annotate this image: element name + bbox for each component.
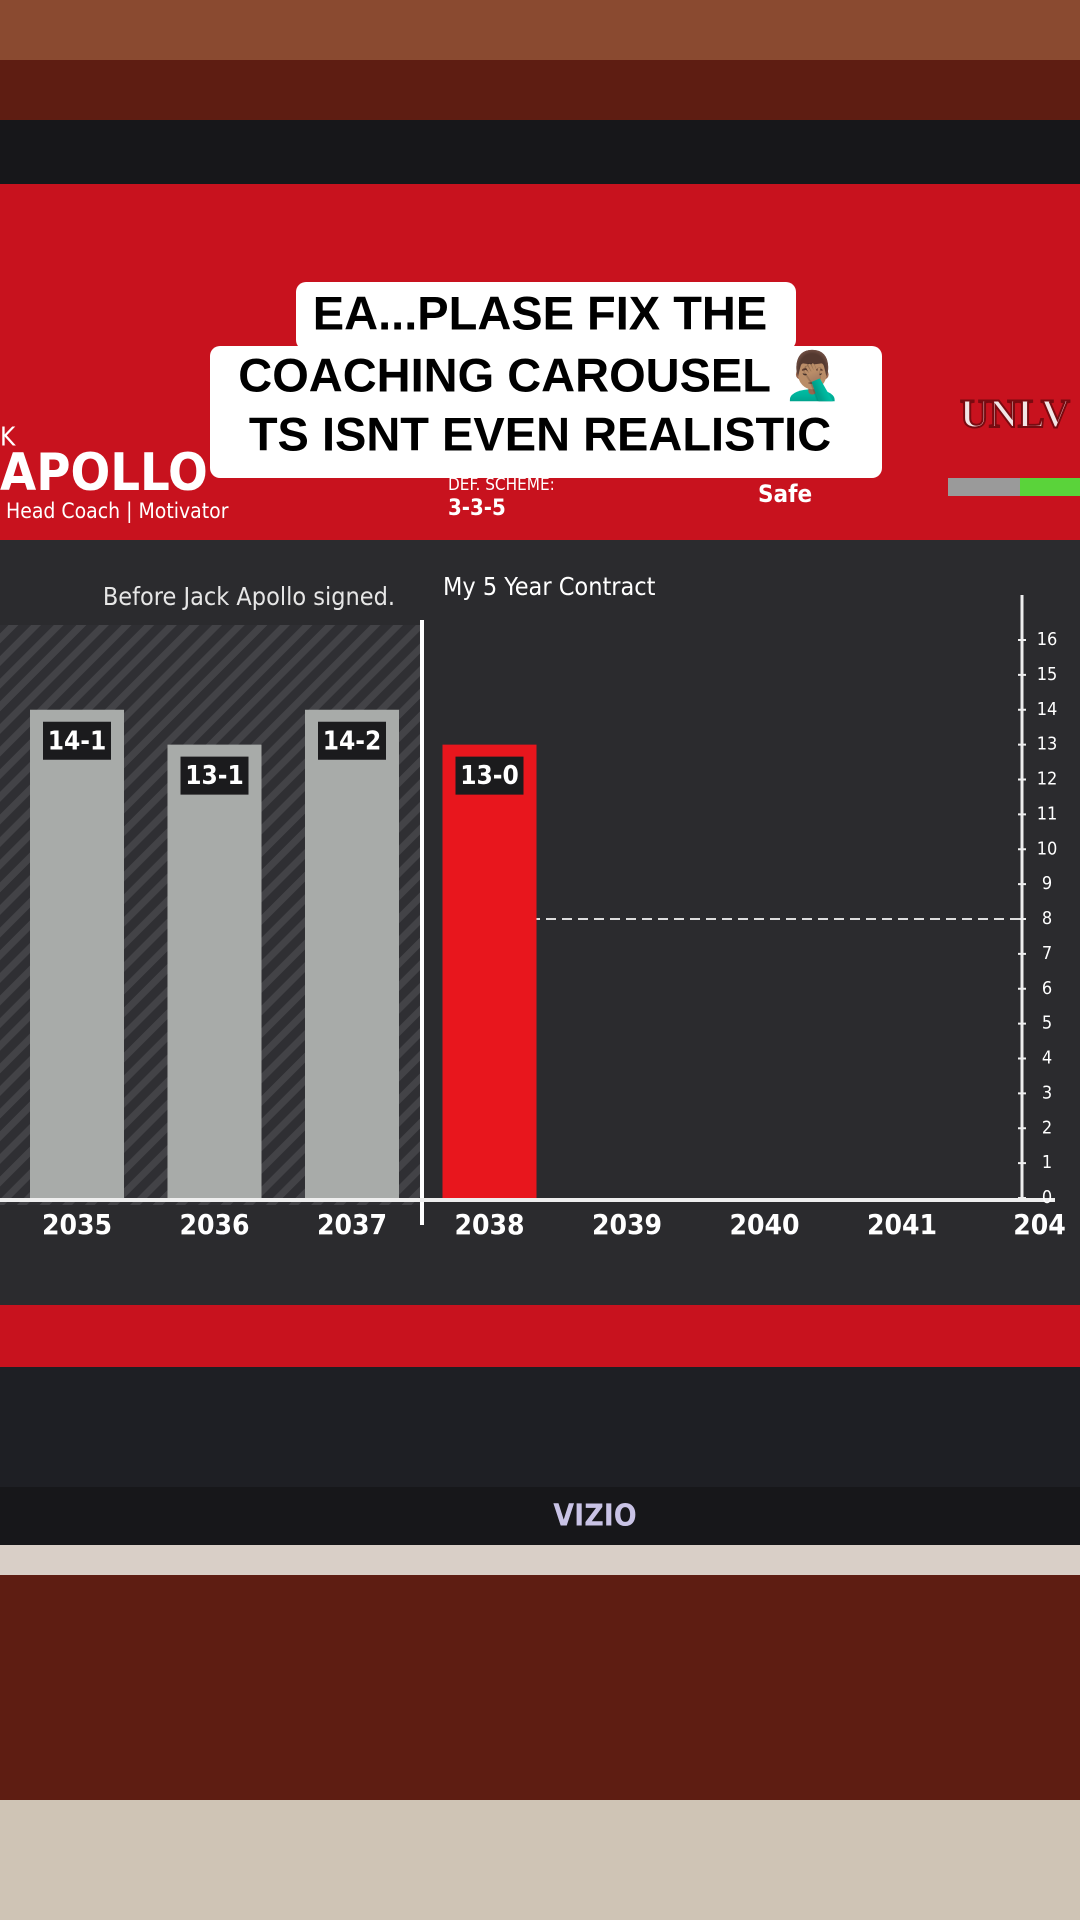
x-tick-label: 2038 — [454, 1208, 524, 1241]
y-tick-label: 12 — [1037, 769, 1058, 790]
y-tick-label: 6 — [1042, 978, 1052, 999]
tv-brand: VIZIO — [553, 1499, 636, 1534]
caption-line: EA...PLASE FIX THE — [313, 286, 767, 339]
frame-bottom — [0, 1800, 1080, 1920]
caption-line: TS ISNT EVEN REALISTIC — [249, 407, 831, 460]
y-tick-label: 14 — [1037, 699, 1058, 720]
caption-box — [210, 346, 882, 478]
scheme: 3-3-5 — [448, 496, 506, 521]
first-name: K — [0, 423, 16, 453]
value-label-box — [318, 721, 386, 760]
value-label: 13-0 — [460, 761, 519, 791]
bar — [30, 709, 124, 1198]
footer-band — [0, 1305, 1080, 1367]
value-label: 13-1 — [185, 761, 244, 791]
value-label-box — [180, 756, 249, 795]
y-tick-label: 5 — [1042, 1013, 1052, 1034]
y-tick-label: 2 — [1042, 1117, 1052, 1138]
bar — [305, 709, 399, 1198]
tv-lower-screen — [0, 1367, 1080, 1487]
status: Safe — [758, 480, 812, 508]
wall-top — [0, 0, 1080, 60]
series-heading: My 5 Year Contract — [443, 572, 656, 601]
y-tick-label: 1 — [1042, 1152, 1052, 1173]
coach-role: Head Coach | Motivator — [6, 499, 229, 524]
scheme-label: DEF. SCHEME: — [448, 475, 555, 495]
caption-box — [296, 282, 796, 350]
x-tick-label: 2035 — [42, 1208, 112, 1241]
value-label-box — [43, 721, 111, 760]
series-heading: Before Jack Apollo signed. — [103, 582, 395, 611]
y-tick-label: 16 — [1037, 629, 1058, 650]
y-tick-label: 3 — [1042, 1082, 1052, 1103]
value-label: 14-1 — [48, 726, 107, 756]
value-label: 14-2 — [323, 726, 382, 756]
x-tick-label: 2040 — [729, 1208, 799, 1241]
y-tick-label: 15 — [1037, 664, 1058, 685]
y-tick-label: 13 — [1037, 734, 1058, 755]
x-tick-label: 2039 — [592, 1208, 662, 1241]
tv-stand — [0, 1545, 1080, 1575]
y-tick-label: 0 — [1042, 1187, 1052, 1208]
team-logo: UNLV — [960, 391, 1070, 436]
y-tick-label: 9 — [1042, 873, 1052, 894]
y-tick-label: 8 — [1042, 908, 1052, 929]
bar — [442, 744, 537, 1198]
x-tick-label: 204 — [1013, 1208, 1066, 1241]
y-tick-label: 7 — [1042, 943, 1052, 964]
x-tick-label: 2036 — [179, 1208, 249, 1241]
y-tick-label: 10 — [1037, 838, 1058, 859]
y-tick-label: 4 — [1042, 1048, 1052, 1069]
value-label-box — [455, 756, 524, 795]
caption-line: COACHING CAROUSEL 🤦🏽‍♂️ — [238, 348, 841, 402]
x-tick-label: 2041 — [867, 1208, 937, 1241]
last-name: APOLLO — [0, 443, 208, 503]
bar — [167, 744, 262, 1198]
x-tick-label: 2037 — [317, 1208, 387, 1241]
meter-fill — [1020, 478, 1080, 496]
y-tick-label: 11 — [1037, 803, 1058, 824]
